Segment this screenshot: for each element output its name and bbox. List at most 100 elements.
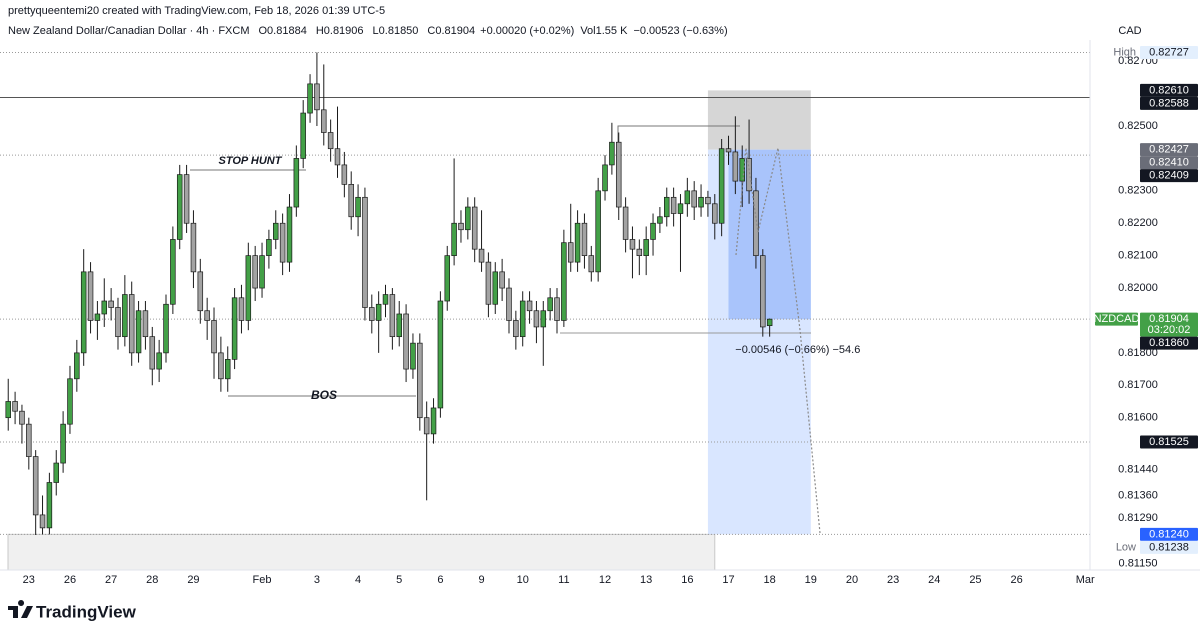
candle-body <box>224 359 231 380</box>
candle-body <box>588 255 595 273</box>
candle-body <box>67 378 73 425</box>
candle-body <box>170 239 176 305</box>
candle-body <box>300 112 306 159</box>
brand-name: TradingView <box>36 602 137 621</box>
candle-body <box>334 148 341 166</box>
x-tick-label: Mar <box>1076 574 1095 586</box>
candle-body <box>122 294 128 338</box>
ohlc-key: L <box>373 25 379 37</box>
y-tick-label: 0.81800 <box>1118 347 1158 359</box>
symbol: New Zealand Dollar/Canadian Dollar · 4h … <box>8 25 249 37</box>
x-tick-label: 17 <box>722 574 734 586</box>
x-tick-label: 9 <box>478 574 484 586</box>
projection-path <box>735 147 821 534</box>
candle-body <box>574 222 581 263</box>
candle-body <box>712 203 718 224</box>
candle-body <box>362 196 368 308</box>
price-badge-label: 0.81240 <box>1149 528 1189 540</box>
candle-body <box>279 222 286 263</box>
y-tick-label: 0.81440 <box>1118 463 1158 475</box>
candle-body <box>526 300 533 312</box>
candle-body <box>622 206 629 240</box>
y-tick-label: 0.82100 <box>1118 250 1158 262</box>
x-tick-label: 16 <box>681 574 693 586</box>
candle-body <box>732 151 739 182</box>
y-tick-label: 0.81150 <box>1119 557 1158 569</box>
candle-body <box>32 456 39 516</box>
x-tick-label: 23 <box>887 574 899 586</box>
price-badge-label: 0.82588 <box>1149 97 1189 109</box>
candle-body <box>513 320 519 338</box>
volume-key: Vol <box>580 25 595 37</box>
extreme-label: Low <box>1116 541 1136 553</box>
x-tick-label: 27 <box>105 574 117 586</box>
candle-body <box>101 300 108 315</box>
candle-body <box>197 271 204 312</box>
x-tick-label: 24 <box>928 574 940 586</box>
symbol-badge <box>1095 312 1138 326</box>
candle-body <box>458 222 464 231</box>
candle-body <box>348 184 354 218</box>
candle-body <box>691 190 697 208</box>
candle-body <box>327 132 334 150</box>
x-tick-label: 25 <box>969 574 981 586</box>
candle-body <box>492 271 499 305</box>
x-tick-label: 3 <box>314 574 320 586</box>
candle-body <box>355 196 361 218</box>
currency: CAD <box>1118 25 1141 37</box>
candle-body <box>94 313 101 321</box>
price-badge-label: 0.81525 <box>1149 436 1189 448</box>
x-tick-label: 10 <box>517 574 529 586</box>
candle-body <box>128 294 135 354</box>
candle-body <box>149 336 156 370</box>
candle-body <box>567 242 574 263</box>
candle-body <box>677 203 684 214</box>
price-badge-label: 0.82727 <box>1149 46 1189 58</box>
candle-body <box>533 310 540 328</box>
candle-body <box>163 303 169 354</box>
candle-body <box>211 320 217 354</box>
candle-body <box>259 255 265 289</box>
price-badge-label: 0.82610 <box>1149 84 1189 96</box>
candle-body <box>609 141 615 166</box>
countdown: 03:20:02 <box>1148 324 1191 336</box>
candle-body <box>273 222 279 240</box>
candle-body <box>190 222 197 273</box>
x-tick-label: 18 <box>764 574 776 586</box>
x-tick-label: 5 <box>396 574 402 586</box>
y-tick-label: 0.82000 <box>1118 282 1158 294</box>
candle-body <box>615 141 622 208</box>
price-badge-label: 0.81904 <box>1149 313 1189 325</box>
x-tick-label: 12 <box>599 574 611 586</box>
session-change: −0.00523 (−0.63%) <box>633 25 727 37</box>
brand-logo <box>8 600 33 618</box>
candle-body <box>636 248 643 256</box>
candle-body <box>369 307 375 321</box>
background-layer: −0.00546 (−0.66%) −54.6 <box>0 51 1090 571</box>
candle-body <box>430 407 437 435</box>
price-badge-label: 0.82409 <box>1149 170 1189 182</box>
ohlc-value: 0.81884 <box>267 25 307 37</box>
candle-body <box>410 342 416 370</box>
candle-body <box>650 222 656 240</box>
candle-body <box>245 255 252 321</box>
price-badge <box>1140 143 1198 157</box>
candle-body <box>547 297 553 312</box>
price-badge <box>1140 96 1198 110</box>
candle-body <box>657 216 663 224</box>
candle-body <box>396 313 402 338</box>
ohlc-value: 0.81850 <box>379 25 419 37</box>
ohlc-value: 0.81906 <box>324 25 364 37</box>
candle-body <box>629 239 636 250</box>
x-tick-label: 28 <box>146 574 158 586</box>
candle-body <box>725 148 732 153</box>
x-tick-label: 29 <box>187 574 199 586</box>
candle-body <box>465 206 471 231</box>
candle-body <box>341 164 348 185</box>
candle-body <box>403 313 409 370</box>
price-badge <box>1140 336 1198 350</box>
price-badge <box>1140 83 1198 97</box>
candle-body <box>766 318 773 326</box>
stop-hunt-label: STOP HUNT <box>219 155 283 167</box>
price-badge-label: 0.81860 <box>1149 337 1189 349</box>
